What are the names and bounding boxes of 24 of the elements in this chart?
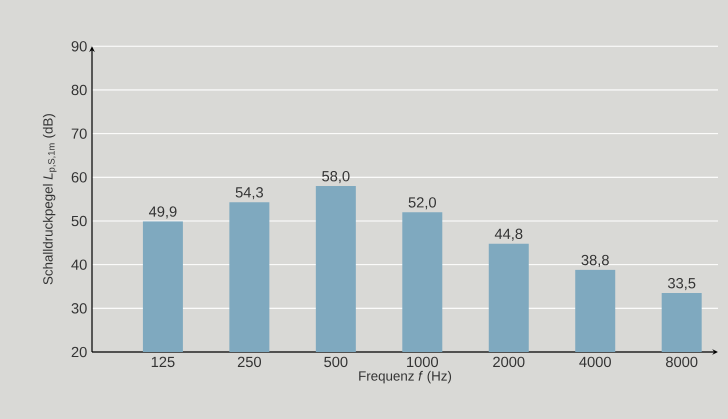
data-label: 54,3 <box>236 187 263 200</box>
x-tick-label: 500 <box>324 356 348 368</box>
data-label: 44,8 <box>494 228 522 241</box>
y-tick-label: 90 <box>72 41 87 52</box>
x-tick-label: 8000 <box>666 356 698 368</box>
data-label: 33,5 <box>668 278 696 290</box>
x-axis-title: Frequenz f (Hz) <box>359 370 452 384</box>
x-tick-label: 1000 <box>407 356 438 368</box>
x-tick-label: 125 <box>152 356 175 368</box>
x-tick-label: 2000 <box>493 356 524 368</box>
data-label: 38,8 <box>582 254 609 267</box>
y-tick-label: 20 <box>72 346 87 358</box>
y-tick-label: 60 <box>72 172 87 182</box>
y-tick-label: 50 <box>72 216 87 226</box>
x-tick-label: 250 <box>238 356 262 368</box>
data-label: 52,0 <box>408 197 436 210</box>
y-tick-label: 40 <box>71 259 87 270</box>
data-label: 58,0 <box>322 171 350 184</box>
y-axis-title: Schalldruckpegel L$_{p,S,1m}$ (dB) <box>42 114 56 284</box>
y-tick-label: 30 <box>72 303 87 314</box>
y-tick-label: 80 <box>72 84 87 96</box>
data-label: 49,9 <box>148 206 176 218</box>
x-tick-label: 4000 <box>579 356 611 368</box>
y-tick-label: 70 <box>72 128 87 139</box>
